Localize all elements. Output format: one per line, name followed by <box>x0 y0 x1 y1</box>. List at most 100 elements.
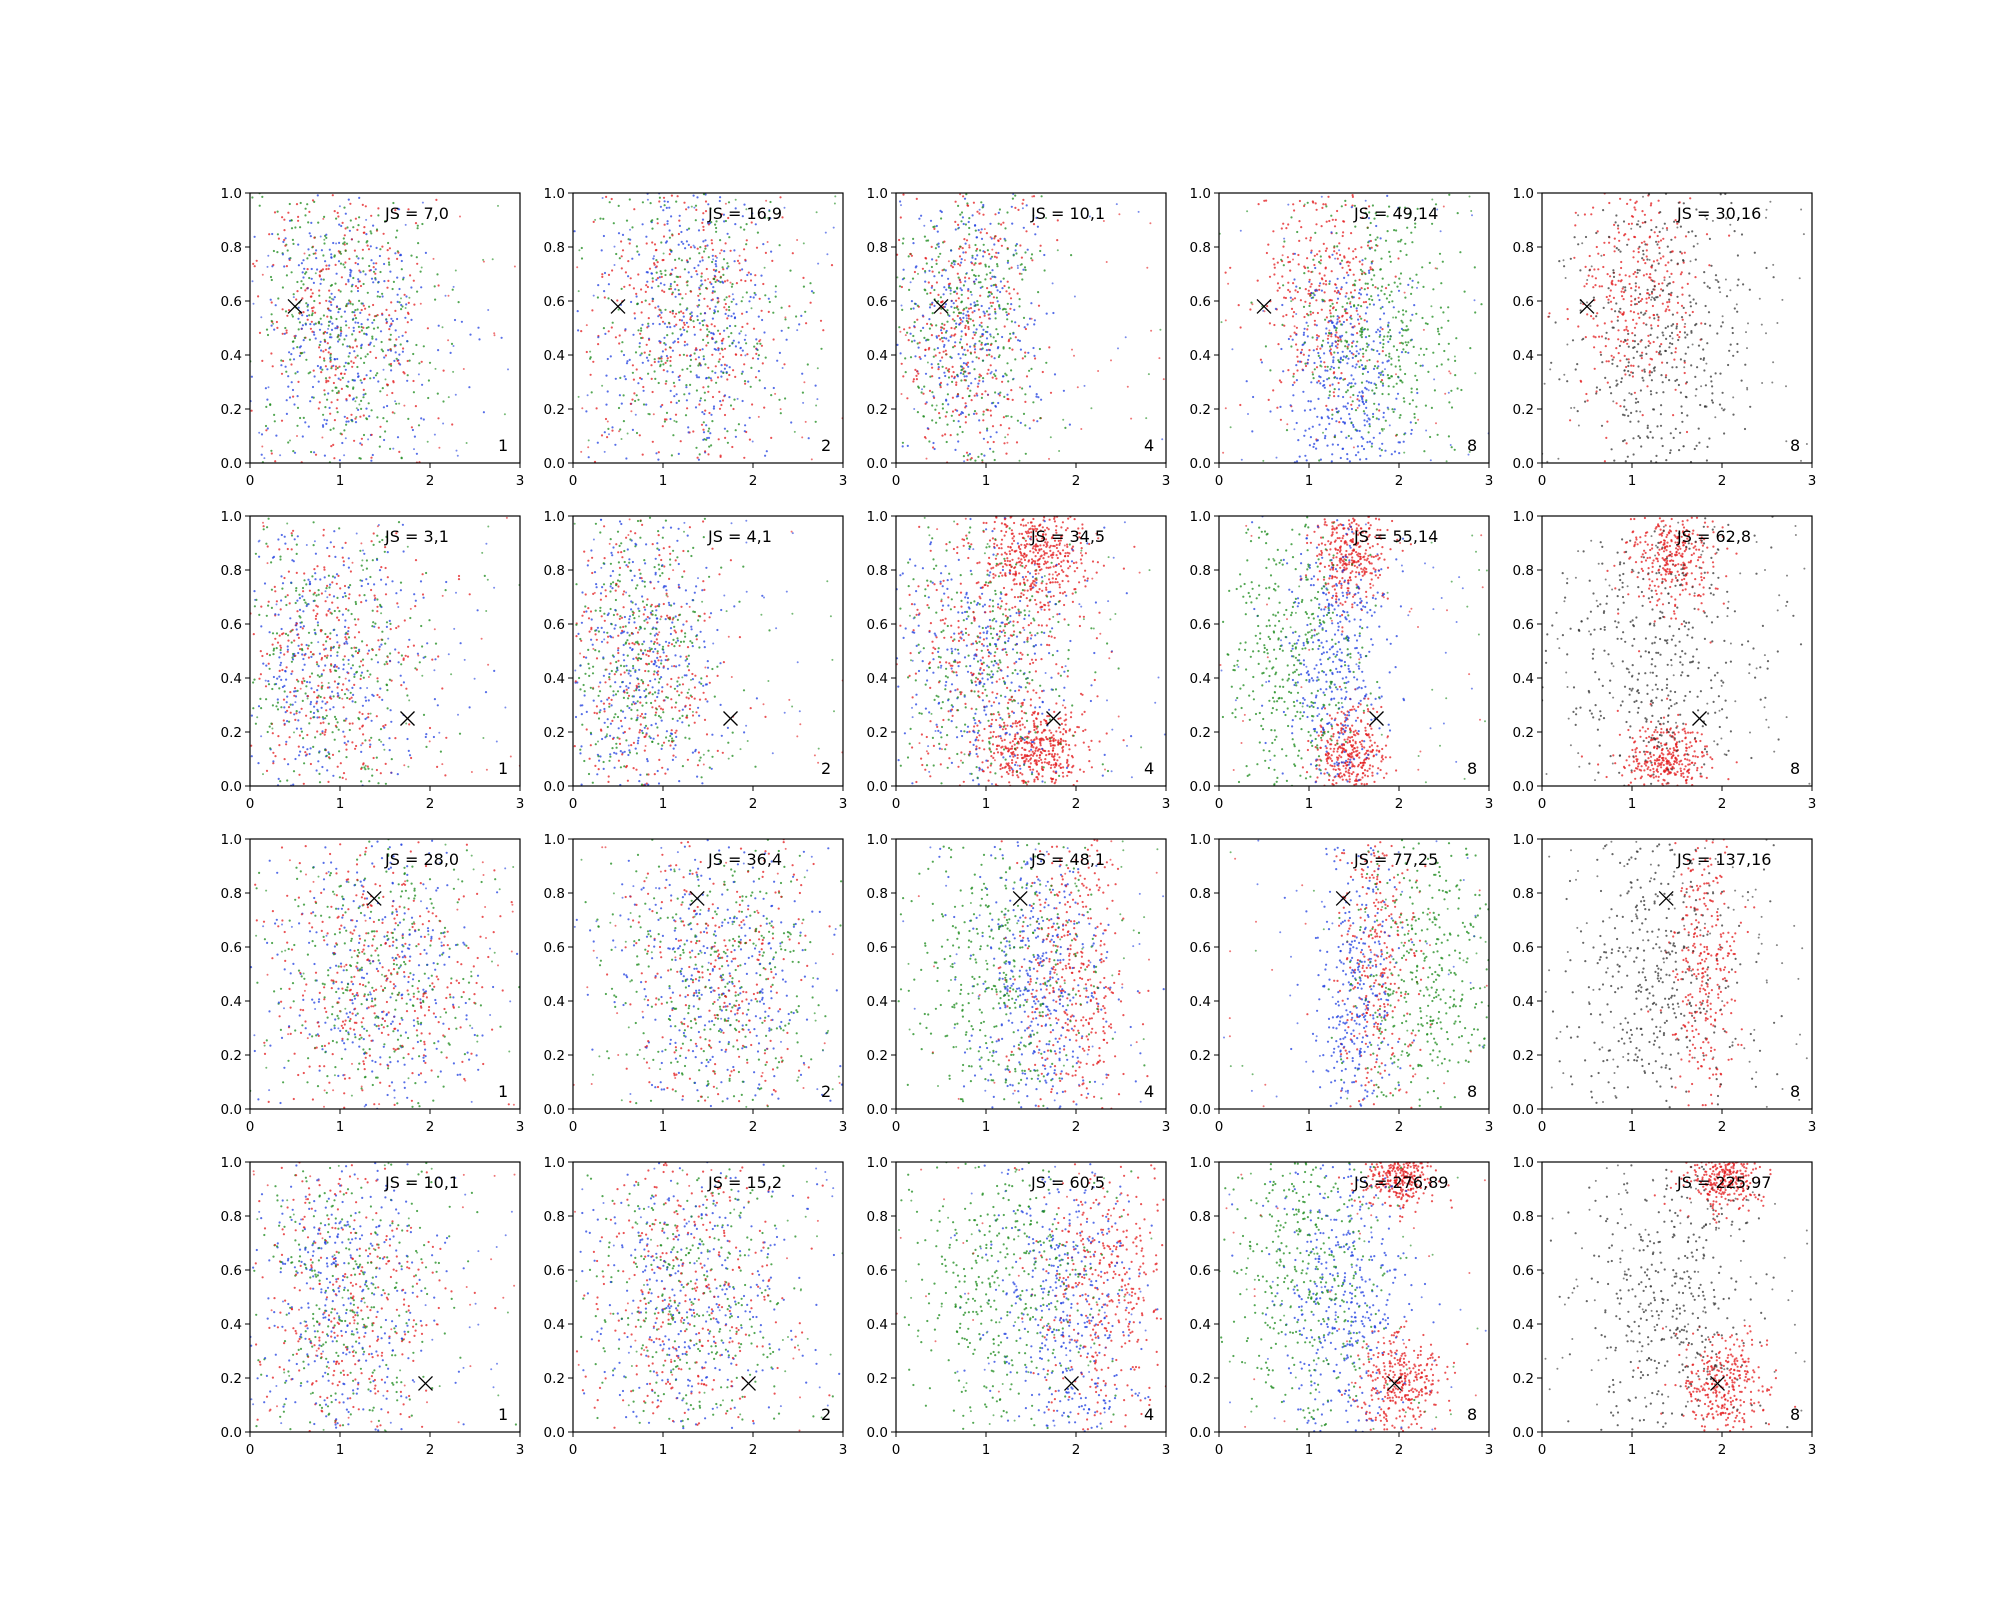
scatter-point <box>393 412 396 415</box>
scatter-point <box>295 203 299 206</box>
scatter-point <box>955 383 958 386</box>
scatter-point <box>664 269 667 272</box>
scatter-point <box>311 330 314 333</box>
scatter-point <box>1627 345 1630 348</box>
scatter-point <box>1402 440 1405 443</box>
scatter-point <box>357 278 360 281</box>
scatter-point <box>1375 224 1378 228</box>
scatter-point <box>645 242 648 245</box>
scatter-point <box>318 302 321 305</box>
scatter-point <box>1643 370 1646 373</box>
scatter-point <box>336 336 339 339</box>
scatter-point <box>682 353 686 356</box>
scatter-point <box>647 359 650 362</box>
scatter-point <box>1627 361 1630 364</box>
scatter-point <box>406 311 410 314</box>
scatter-point <box>352 361 355 364</box>
scatter-point <box>972 324 976 327</box>
scatter-point <box>703 391 706 394</box>
scatter-point <box>1324 332 1328 335</box>
scatter-point <box>969 290 972 294</box>
scatter-point <box>1634 208 1637 211</box>
scatter-point <box>1645 352 1648 355</box>
scatter-point <box>1014 249 1017 252</box>
scatter-point <box>714 270 717 273</box>
scatter-point <box>1322 431 1324 434</box>
scatter-point <box>1679 358 1682 361</box>
scatter-point <box>1660 404 1663 407</box>
scatter-point <box>1591 275 1594 278</box>
scatter-point <box>335 317 338 321</box>
scatter-point <box>1390 375 1393 378</box>
scatter-point <box>900 285 904 289</box>
scatter-point <box>389 333 392 336</box>
scatter-point <box>289 439 291 442</box>
scatter-point <box>1356 406 1359 409</box>
scatter-point <box>349 219 352 222</box>
scatter-point <box>1346 347 1349 350</box>
scatter-point <box>1316 336 1319 339</box>
scatter-point <box>372 224 375 227</box>
scatter-point <box>779 196 782 199</box>
scatter-point <box>1291 315 1295 318</box>
scatter-point <box>707 430 710 433</box>
scatter-point <box>362 231 365 234</box>
scatter-point <box>1608 241 1611 244</box>
scatter-point <box>945 440 948 444</box>
scatter-point <box>365 332 368 336</box>
scatter-point <box>601 384 604 387</box>
scatter-point <box>935 335 938 338</box>
scatter-point <box>1429 435 1432 439</box>
scatter-point <box>985 310 989 313</box>
scatter-point <box>1748 288 1751 291</box>
scatter-point <box>587 439 590 442</box>
scatter-point <box>1335 232 1338 235</box>
scatter-point <box>367 438 370 441</box>
scatter-point <box>260 316 263 319</box>
scatter-point <box>1727 363 1730 367</box>
scatter-point <box>1318 260 1321 264</box>
scatter-point <box>297 264 300 267</box>
scatter-point <box>744 424 747 427</box>
scatter-point <box>477 326 480 329</box>
scatter-point <box>965 314 968 317</box>
scatter-point <box>939 209 942 212</box>
scatter-point <box>640 288 643 291</box>
scatter-point <box>301 297 304 300</box>
scatter-point <box>1366 306 1369 309</box>
scatter-point <box>364 307 367 310</box>
scatter-point <box>995 431 998 434</box>
cluster-count-label: 1 <box>498 436 508 455</box>
scatter-point <box>929 303 932 306</box>
scatter-point <box>377 380 380 383</box>
scatter-point <box>1251 303 1254 306</box>
scatter-point <box>683 268 687 271</box>
scatter-point <box>302 259 305 262</box>
scatter-point <box>1632 250 1635 253</box>
scatter-point <box>1317 351 1320 355</box>
scatter-point <box>1632 453 1635 456</box>
scatter-point <box>674 295 677 298</box>
scatter-point <box>959 193 962 196</box>
scatter-point <box>1619 307 1622 310</box>
scatter-point <box>1280 381 1283 384</box>
scatter-point <box>1371 260 1374 263</box>
scatter-point <box>1624 289 1627 292</box>
scatter-point <box>986 325 989 329</box>
scatter-point <box>696 273 699 276</box>
scatter-point <box>705 286 708 290</box>
scatter-point <box>358 196 361 199</box>
scatter-point <box>959 213 962 216</box>
scatter-point <box>1307 400 1310 403</box>
scatter-point <box>979 249 982 252</box>
scatter-point <box>709 377 712 380</box>
scatter-point <box>660 360 663 363</box>
scatter-point <box>1366 359 1369 362</box>
scatter-point <box>300 262 303 265</box>
scatter-point <box>1674 427 1677 430</box>
scatter-point <box>345 242 349 245</box>
scatter-point <box>699 348 702 352</box>
scatter-point <box>1347 297 1350 300</box>
scatter-point <box>640 329 643 332</box>
scatter-point <box>441 326 444 329</box>
